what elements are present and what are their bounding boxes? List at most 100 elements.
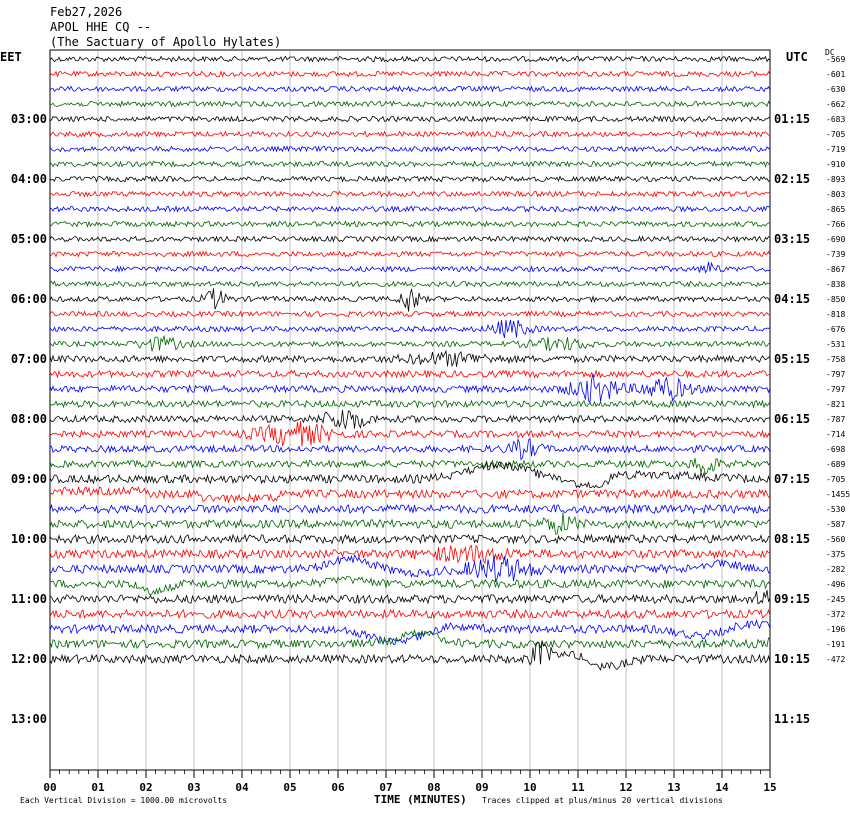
- x-tick-label: 13: [667, 781, 680, 794]
- x-tick-label: 01: [91, 781, 105, 794]
- header-date: Feb27,2026: [50, 5, 123, 19]
- x-tick-label: 12: [619, 781, 632, 794]
- right-hour-label: 10:15: [774, 652, 810, 666]
- dc-offset-label: -662: [826, 100, 845, 109]
- seismic-trace: [49, 369, 771, 379]
- seismic-trace: [49, 335, 771, 352]
- seismic-trace: [49, 460, 771, 489]
- right-hour-label: 09:15: [774, 592, 810, 606]
- x-tick-label: 14: [715, 781, 729, 794]
- left-hour-label: 12:00: [11, 652, 47, 666]
- seismic-trace: [49, 457, 771, 476]
- dc-offset-label: -683: [826, 115, 845, 124]
- right-hour-label: 08:15: [774, 532, 810, 546]
- x-tick-label: 02: [139, 781, 152, 794]
- x-tick-label: 07: [379, 781, 392, 794]
- seismic-trace: [49, 575, 771, 597]
- scale-note: Each Vertical Division = 1000.00 microvo…: [20, 796, 228, 805]
- dc-offset-label: -766: [826, 220, 845, 229]
- x-tick-label: 04: [235, 781, 249, 794]
- dc-offset-label: -821: [826, 400, 845, 409]
- seismic-trace: [49, 288, 771, 312]
- x-tick-label: 11: [571, 781, 585, 794]
- header-site: (The Sactuary of Apollo Hylates): [50, 35, 282, 49]
- left-hour-label: 04:00: [11, 172, 47, 186]
- right-hour-label: 01:15: [774, 112, 810, 126]
- seismic-trace: [49, 640, 771, 671]
- seismic-trace: [49, 85, 771, 93]
- dc-offset-label: -719: [826, 145, 845, 154]
- plot-frame: [49, 49, 771, 771]
- dc-offset-label: -191: [826, 640, 845, 649]
- dc-offset-label: -803: [826, 190, 845, 199]
- dc-offset-label: -569: [826, 55, 845, 64]
- seismic-trace: [49, 590, 771, 605]
- dc-offset-label: -676: [826, 325, 845, 334]
- seismic-trace: [49, 628, 771, 650]
- x-tick-label: 00: [43, 781, 56, 794]
- dc-offset-label: -867: [826, 265, 845, 274]
- seismic-trace: [49, 619, 771, 646]
- x-tick-label: 09: [475, 781, 488, 794]
- dc-offset-label: -714: [826, 430, 845, 439]
- seismic-trace: [49, 533, 771, 545]
- x-tick-label: 03: [187, 781, 200, 794]
- left-hour-label: 06:00: [11, 292, 47, 306]
- seismic-trace: [49, 190, 771, 198]
- dc-offset-label: -531: [826, 340, 845, 349]
- left-hour-label: 11:00: [11, 592, 47, 606]
- seismic-trace: [49, 503, 771, 515]
- left-hour-label: 03:00: [11, 112, 47, 126]
- seismic-trace: [49, 280, 771, 288]
- right-hour-label: 03:15: [774, 232, 810, 246]
- seismic-trace: [49, 554, 771, 583]
- right-hour-label: 05:15: [774, 352, 810, 366]
- header-station: APOL HHE CQ --: [50, 20, 152, 34]
- dc-offset-label: -758: [826, 355, 845, 364]
- left-hour-label: 09:00: [11, 472, 47, 486]
- x-axis-label: TIME (MINUTES): [374, 793, 467, 806]
- dc-offset-label: -739: [826, 250, 845, 259]
- seismic-trace: [49, 399, 771, 409]
- dc-offset-label: -601: [826, 70, 845, 79]
- dc-offset-label: -196: [826, 625, 845, 634]
- seismic-trace: [49, 250, 771, 258]
- seismic-trace: [49, 261, 771, 274]
- left-hour-label: 13:00: [11, 712, 47, 726]
- dc-offset-label: -705: [826, 130, 845, 139]
- seismic-trace: [49, 205, 770, 213]
- dc-label: DC: [825, 48, 835, 57]
- seismic-trace: [49, 420, 771, 447]
- seismic-trace: [49, 409, 771, 430]
- left-hour-label: 07:00: [11, 352, 47, 366]
- dc-offset-label: -690: [826, 235, 845, 244]
- seismic-trace: [49, 220, 771, 228]
- clip-note: Traces clipped at plus/minus 20 vertical…: [482, 796, 723, 805]
- seismic-trace: [49, 70, 771, 78]
- seismic-trace: [49, 175, 771, 183]
- seismic-trace: [49, 485, 771, 504]
- dc-offset-label: -689: [826, 460, 845, 469]
- dc-offset-label: -797: [826, 385, 845, 394]
- dc-offset-label: -630: [826, 85, 845, 94]
- left-hour-label: 08:00: [11, 412, 47, 426]
- x-tick-label: 08: [427, 781, 440, 794]
- dc-offset-label: -698: [826, 445, 845, 454]
- dc-offset-label: -496: [826, 580, 845, 589]
- left-hour-label: 05:00: [11, 232, 47, 246]
- dc-offset-label: -245: [826, 595, 845, 604]
- dc-offset-label: -560: [826, 535, 845, 544]
- right-hour-label: 04:15: [774, 292, 810, 306]
- seismic-trace: [49, 319, 771, 339]
- right-hour-label: 11:15: [774, 712, 810, 726]
- right-hour-label: 06:15: [774, 412, 810, 426]
- right-hour-label: 02:15: [774, 172, 810, 186]
- dc-offset-label: -587: [826, 520, 845, 529]
- seismic-trace: [49, 235, 771, 243]
- dc-offset-label: -1455: [826, 490, 850, 499]
- dc-offset-label: -797: [826, 370, 845, 379]
- seismic-trace: [49, 349, 771, 368]
- x-tick-label: 10: [523, 781, 536, 794]
- dc-offset-label: -472: [826, 655, 845, 664]
